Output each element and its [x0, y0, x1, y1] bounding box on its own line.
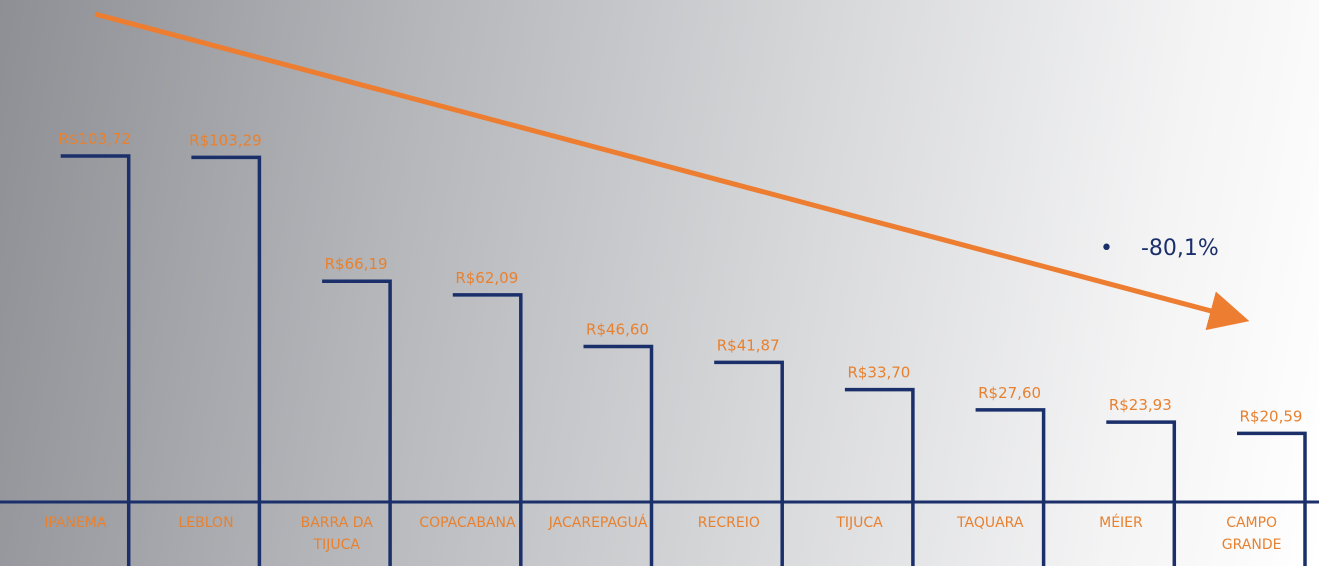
- value-label: R$41,87: [717, 336, 780, 354]
- bar: [1106, 420, 1177, 566]
- bar: [60, 154, 131, 566]
- x-tick-label: LEBLON: [178, 515, 234, 531]
- annotation-text: -80,1%: [1140, 236, 1219, 261]
- x-tick-label: RECREIO: [697, 515, 760, 531]
- value-label: R$62,09: [455, 269, 518, 287]
- bar: [844, 387, 915, 566]
- bar: [583, 344, 654, 566]
- value-label: R$66,19: [325, 255, 388, 273]
- x-tick-label: BARRA DA TIJUCA: [300, 515, 373, 553]
- value-label: R$103,29: [189, 131, 261, 149]
- x-tick-label: JACAREPAGUÁ: [548, 515, 648, 531]
- bar: [714, 360, 784, 566]
- x-tick-label: TAQUARA: [957, 515, 1024, 531]
- value-label: R$33,70: [847, 364, 910, 382]
- value-label: R$20,59: [1240, 407, 1303, 425]
- x-tick-label: COPACABANA: [419, 515, 516, 531]
- bar: [975, 408, 1046, 566]
- x-tick-label: CAMPO GRANDE: [1221, 515, 1282, 553]
- x-tick-label: TIJUCA: [836, 515, 883, 531]
- x-tick-label: MÉIER: [1099, 515, 1143, 531]
- trend-arrow: [94, 11, 1250, 331]
- bar: [322, 279, 392, 566]
- x-tick-label: IPANEMA: [44, 515, 107, 531]
- value-label: R$27,60: [978, 384, 1041, 402]
- annotation: • -80,1%: [1100, 236, 1219, 261]
- value-label: R$46,60: [586, 321, 649, 339]
- bar: [1237, 431, 1307, 566]
- value-label: R$23,93: [1109, 396, 1172, 414]
- value-label: R$103,72: [58, 130, 130, 148]
- bar: [452, 293, 523, 566]
- bar: [191, 155, 262, 566]
